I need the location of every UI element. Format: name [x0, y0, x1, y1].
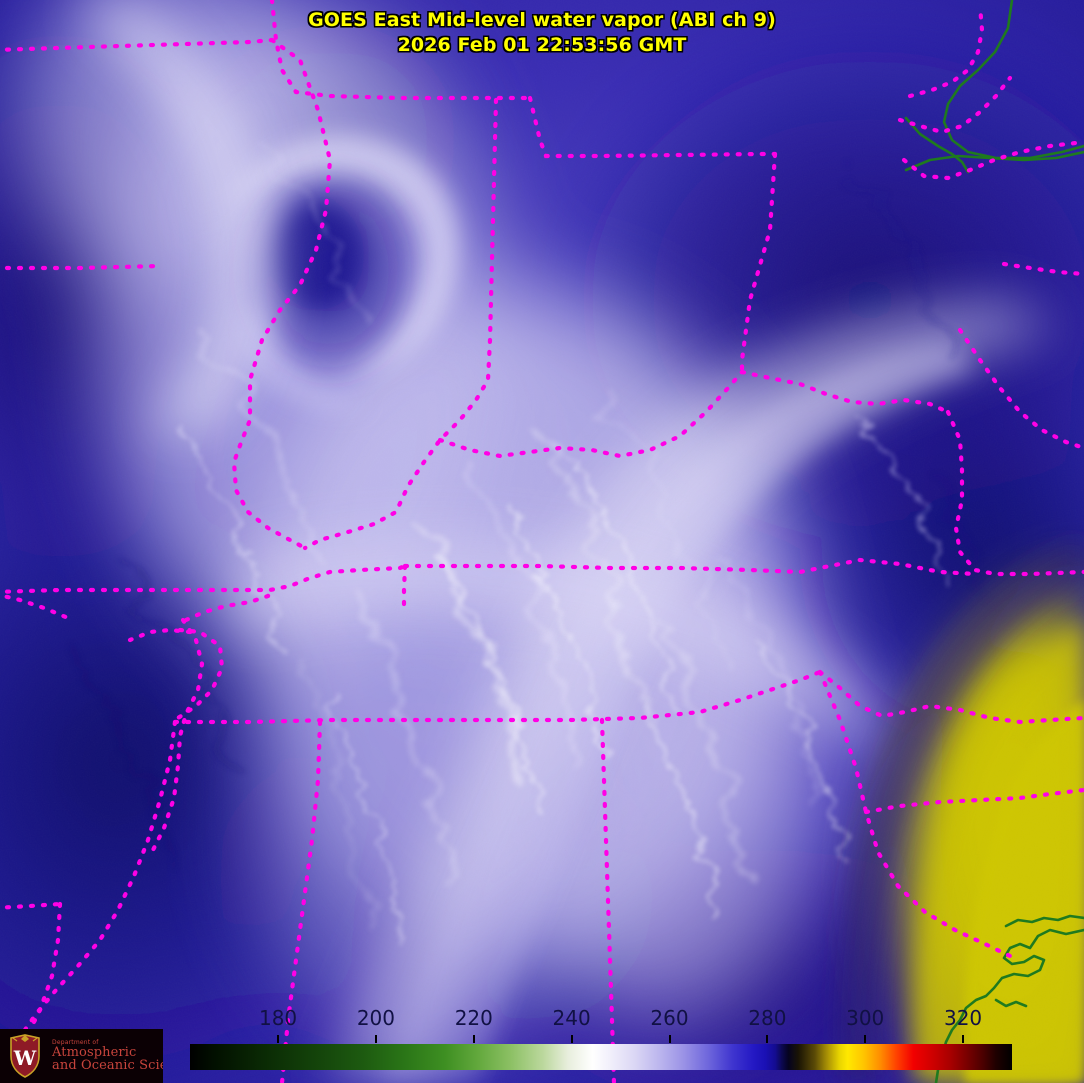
colorbar-gradient: [190, 1044, 1012, 1070]
colorbar-tick-label: 240: [552, 1006, 591, 1030]
colorbar-tick-label: 320: [943, 1006, 983, 1030]
colorbar-tick: [668, 1035, 671, 1043]
colorbar-tick: [472, 1035, 475, 1043]
colorbar-tick-label: 220: [454, 1006, 493, 1030]
logo-line-oceanic: and Oceanic Sciences: [52, 1058, 163, 1074]
colorbar-tick: [570, 1035, 573, 1043]
logo-line-atmospheric: Atmospheric: [52, 1044, 137, 1060]
colorbar-tick-label: 180: [258, 1006, 298, 1030]
colorbar-tick-label: 200: [356, 1006, 396, 1030]
colorbar-tick-label: 260: [650, 1006, 689, 1030]
svg-text:W: W: [13, 1046, 37, 1070]
colorbar-tick: [766, 1035, 769, 1043]
coastline-overlay: [904, 0, 1084, 1083]
uw-crest-icon: W: [5, 1034, 45, 1078]
colorbar-tick: [374, 1035, 377, 1043]
colorbar: 180 200 220 240 260 280 300 320: [190, 1006, 1012, 1070]
colorbar-tick: [962, 1035, 965, 1043]
uw-aos-logo: W Department of Atmospheric and Oceanic …: [0, 1029, 163, 1083]
logo-text-block: Department of Atmospheric and Oceanic Sc…: [52, 1038, 163, 1074]
colorbar-tick: [864, 1035, 867, 1043]
colorbar-tick: [277, 1035, 280, 1043]
logo-department-label: Department of: [52, 1038, 99, 1046]
colorbar-tick-label: 280: [748, 1006, 787, 1030]
colorbar-tick-label: 300: [846, 1006, 885, 1030]
